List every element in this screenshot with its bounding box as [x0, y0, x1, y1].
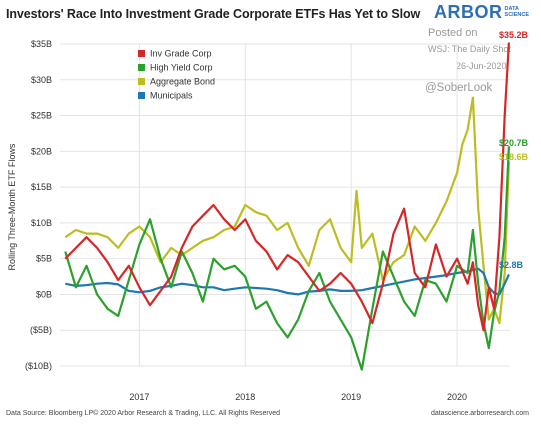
x-tick-label: 2018 [235, 392, 255, 402]
watermark-handle: @SoberLook [425, 82, 493, 94]
legend-swatch [138, 92, 145, 99]
y-tick-label: ($5B) [30, 325, 52, 335]
end-labels: $35.2B $20.7B $18.6B $2.8B [499, 30, 529, 270]
brand-sub-data: DATA [504, 6, 520, 12]
legend-swatch [138, 50, 145, 57]
brand-sub-science: SCIENCE [504, 12, 529, 18]
brand-name: ARBOR [434, 2, 503, 22]
x-tick-label: 2019 [341, 392, 361, 402]
legend: Inv Grade Corp High Yield Corp Aggregate B… [138, 49, 215, 101]
brand-sub: DATA SCIENCE [505, 6, 529, 18]
legend-label: Aggregate Bond [150, 77, 215, 87]
x-axis-ticks: 2017 2018 2019 2020 [129, 392, 467, 402]
series-line-high-yield-corp [64, 146, 510, 371]
series-line-aggregate-bond [64, 96, 510, 325]
y-tick-label: $15B [31, 182, 52, 192]
y-tick-label: $5B [36, 254, 52, 264]
x-tick-label: 2020 [447, 392, 467, 402]
legend-label: High Yield Corp [150, 63, 213, 73]
y-axis-label: Rolling Three-Month ETF Flows [7, 143, 17, 270]
end-label-aggregate-bond: $18.6B [499, 152, 529, 162]
legend-swatch [138, 78, 145, 85]
end-label-municipals: $2.8B [499, 260, 524, 270]
x-tick-label: 2017 [129, 392, 149, 402]
watermark-posted-on: Posted on [428, 27, 478, 39]
watermark-date: 26-Jun-2020 [456, 61, 507, 71]
footer-source: Data Source: Bloomberg LP© 2020 Arbor Re… [6, 410, 281, 417]
legend-swatch [138, 64, 145, 71]
y-tick-label: $0B [36, 289, 52, 299]
y-tick-label: $10B [31, 218, 52, 228]
end-label-high-yield-corp: $20.7B [499, 138, 529, 148]
legend-label: Municipals [150, 91, 193, 101]
y-axis-ticks: $35B $30B $25B $20B $15B $10B $5B $0B ($5B) ($10B… [25, 39, 52, 371]
brand-logo: ARBOR DATA SCIENCE [434, 2, 529, 23]
series-line-inv-grade-corp [64, 42, 510, 332]
watermark-source: WSJ: The Daily Shot [428, 44, 511, 54]
y-tick-label: $30B [31, 75, 52, 85]
y-tick-label: ($10B) [25, 361, 52, 371]
series-lines [64, 42, 510, 371]
y-tick-label: $25B [31, 111, 52, 121]
grid [60, 43, 510, 367]
chart-title: Investors' Race Into Investment Grade Co… [6, 7, 421, 21]
end-label-inv-grade-corp: $35.2B [499, 30, 529, 40]
legend-label: Inv Grade Corp [150, 49, 212, 59]
y-tick-label: $20B [31, 146, 52, 156]
y-tick-label: $35B [31, 39, 52, 49]
footer-site: datascience.arborresearch.com [430, 410, 529, 417]
